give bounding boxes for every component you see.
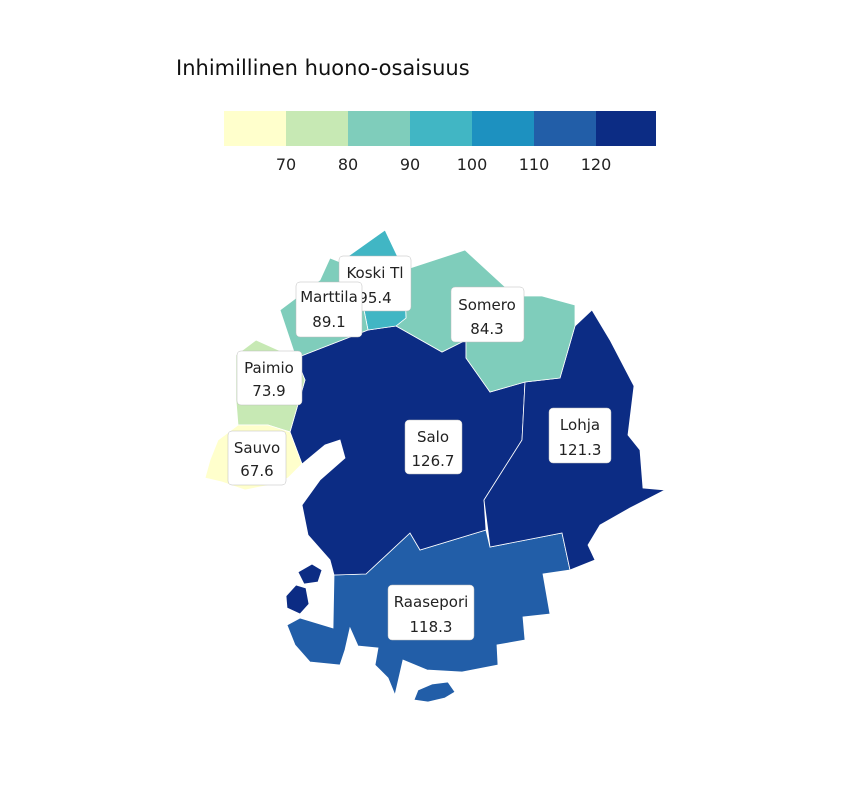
label-somero: Somero 84.3 bbox=[450, 286, 525, 343]
label-paimio-value: 73.9 bbox=[252, 382, 285, 400]
legend-tick-120: 120 bbox=[581, 155, 612, 174]
legend-ticks: 70 80 90 100 110 120 bbox=[276, 155, 611, 174]
label-sauvo-value: 67.6 bbox=[240, 462, 273, 480]
legend-tick-110: 110 bbox=[519, 155, 550, 174]
legend-tick-80: 80 bbox=[338, 155, 358, 174]
region-salo-island-1[interactable] bbox=[297, 563, 323, 585]
label-lohja: Lohja 121.3 bbox=[548, 407, 612, 464]
label-paimio-name: Paimio bbox=[244, 359, 294, 377]
legend-bin-2 bbox=[348, 111, 410, 146]
legend-bin-1 bbox=[286, 111, 348, 146]
label-raasepori-name: Raasepori bbox=[394, 593, 469, 611]
label-raasepori: Raasepori 118.3 bbox=[387, 584, 475, 641]
legend-title: Inhimillinen huono-osaisuus bbox=[176, 56, 470, 80]
legend-bin-3 bbox=[410, 111, 472, 146]
label-salo-name: Salo bbox=[417, 428, 449, 446]
legend-bin-0 bbox=[224, 111, 286, 146]
label-somero-value: 84.3 bbox=[470, 320, 503, 338]
label-somero-name: Somero bbox=[458, 296, 516, 314]
label-raasepori-value: 118.3 bbox=[410, 618, 453, 636]
legend-bin-6 bbox=[596, 111, 656, 146]
label-sauvo-name: Sauvo bbox=[234, 439, 280, 457]
label-salo: Salo 126.7 bbox=[404, 419, 463, 475]
legend-bin-5 bbox=[534, 111, 596, 146]
label-salo-value: 126.7 bbox=[412, 452, 455, 470]
label-paimio: Paimio 73.9 bbox=[236, 350, 303, 406]
legend-tick-70: 70 bbox=[276, 155, 296, 174]
label-marttila-value: 89.1 bbox=[312, 313, 345, 331]
label-koski-tl-name: Koski Tl bbox=[346, 264, 403, 282]
label-marttila: Marttila 89.1 bbox=[295, 281, 363, 338]
map-labels: Koski Tl 95.4 Marttila 89.1 Somero 84.3 … bbox=[227, 255, 612, 641]
legend-bin-4 bbox=[472, 111, 534, 146]
region-raasepori-island[interactable] bbox=[413, 681, 456, 703]
region-salo-island-2[interactable] bbox=[285, 584, 310, 615]
label-sauvo: Sauvo 67.6 bbox=[227, 430, 287, 486]
legend-tick-100: 100 bbox=[457, 155, 488, 174]
legend-colorbar bbox=[224, 111, 656, 146]
label-lohja-name: Lohja bbox=[560, 416, 600, 434]
label-marttila-name: Marttila bbox=[300, 288, 358, 306]
label-lohja-value: 121.3 bbox=[559, 441, 602, 459]
legend-tick-90: 90 bbox=[400, 155, 420, 174]
label-koski-tl-value: 95.4 bbox=[358, 289, 391, 307]
